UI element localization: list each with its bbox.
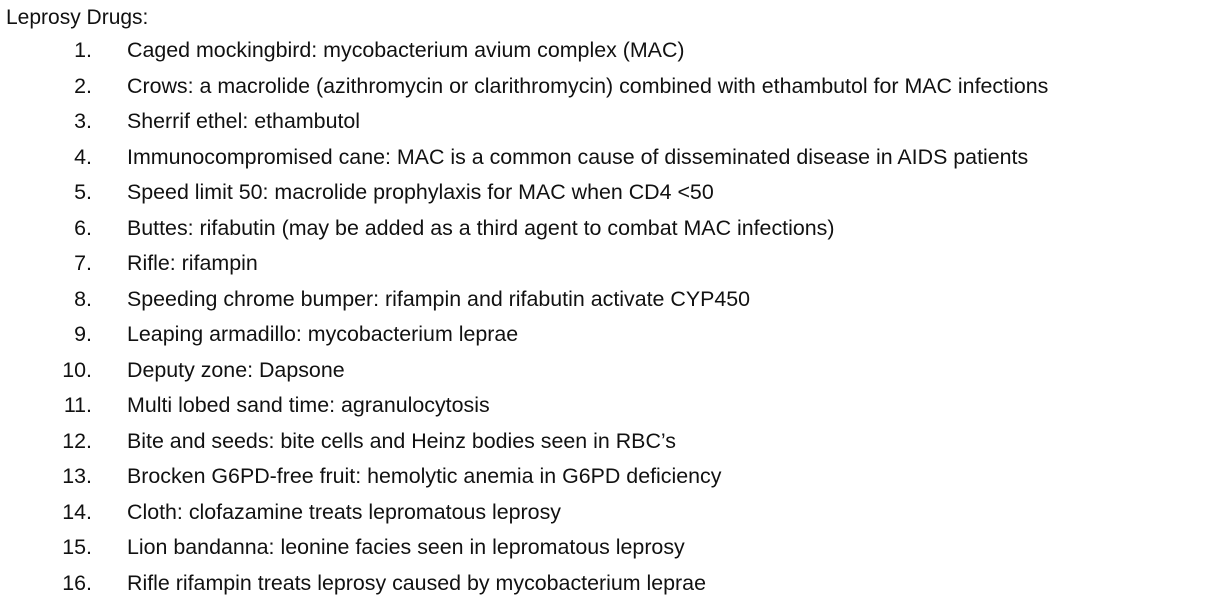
list-item: 15. Lion bandanna: leonine facies seen i… [0,532,1232,568]
list-item-number: 9. [74,322,92,346]
list-item-text: Sherrif ethel: ethambutol [127,109,361,133]
list-item-text: Leaping armadillo: mycobacterium leprae [127,322,519,346]
list-item-number: 16. [62,570,92,595]
list-item-text: Bite and seeds: bite cells and Heinz bod… [127,428,676,453]
list-item: 1. Caged mockingbird: mycobacterium aviu… [0,35,1232,71]
numbered-list: 1. Caged mockingbird: mycobacterium aviu… [0,35,1232,603]
list-item-number: 15. [62,535,92,559]
list-item-number: 7. [74,251,92,275]
list-item: 5. Speed limit 50: macrolide prophylaxis… [0,177,1232,213]
list-item-text: Lion bandanna: leonine facies seen in le… [127,535,685,559]
document-title: Leprosy Drugs: [6,6,149,29]
list-item: 14. Cloth: clofazamine treats lepromatou… [0,497,1232,533]
list-item-number: 2. [74,73,92,98]
list-item-text: Deputy zone: Dapsone [127,357,345,382]
list-item-text: Multi lobed sand time: agranulocytosis [127,393,490,417]
list-item-number: 8. [74,286,92,311]
list-item-number: 5. [74,180,92,204]
list-item-number: 6. [74,215,92,240]
list-item-number: 1. [74,38,92,62]
list-item: 4. Immunocompromised cane: MAC is a comm… [0,142,1232,178]
list-item-number: 3. [74,109,92,133]
list-item: 9. Leaping armadillo: mycobacterium lepr… [0,319,1232,355]
list-item-number: 13. [62,464,92,488]
list-item-text: Rifle: rifampin [127,251,258,275]
list-item-number: 11. [63,393,92,417]
list-item: 12. Bite and seeds: bite cells and Heinz… [0,426,1232,462]
list-item: 8. Speeding chrome bumper: rifampin and … [0,284,1232,320]
list-item: 6. Buttes: rifabutin (may be added as a … [0,213,1232,249]
list-item: 13. Brocken G6PD-free fruit: hemolytic a… [0,461,1232,497]
list-item-text: Crows: a macrolide (azithromycin or clar… [127,73,1049,98]
list-item: 16. Rifle rifampin treats leprosy caused… [0,568,1232,604]
list-item-text: Speeding chrome bumper: rifampin and rif… [127,286,751,311]
list-item: 7. Rifle: rifampin [0,248,1232,284]
list-item-text: Cloth: clofazamine treats lepromatous le… [127,499,561,524]
list-item: 2. Crows: a macrolide (azithromycin or c… [0,71,1232,107]
list-item-number: 10. [62,357,92,382]
list-item-number: 4. [74,144,92,169]
list-item-number: 12. [62,428,92,453]
list-item-number: 14. [62,499,92,524]
list-item-text: Speed limit 50: macrolide prophylaxis fo… [127,180,714,204]
list-item-text: Buttes: rifabutin (may be added as a thi… [127,215,835,240]
list-item-text: Immunocompromised cane: MAC is a common … [127,144,1029,169]
list-item: 10. Deputy zone: Dapsone [0,355,1232,391]
list-item: 11. Multi lobed sand time: agranulocytos… [0,390,1232,426]
list-item-text: Rifle rifampin treats leprosy caused by … [127,570,706,595]
list-item-text: Caged mockingbird: mycobacterium avium c… [127,38,685,62]
list-item-text: Brocken G6PD-free fruit: hemolytic anemi… [127,464,722,488]
list-item: 3. Sherrif ethel: ethambutol [0,106,1232,142]
